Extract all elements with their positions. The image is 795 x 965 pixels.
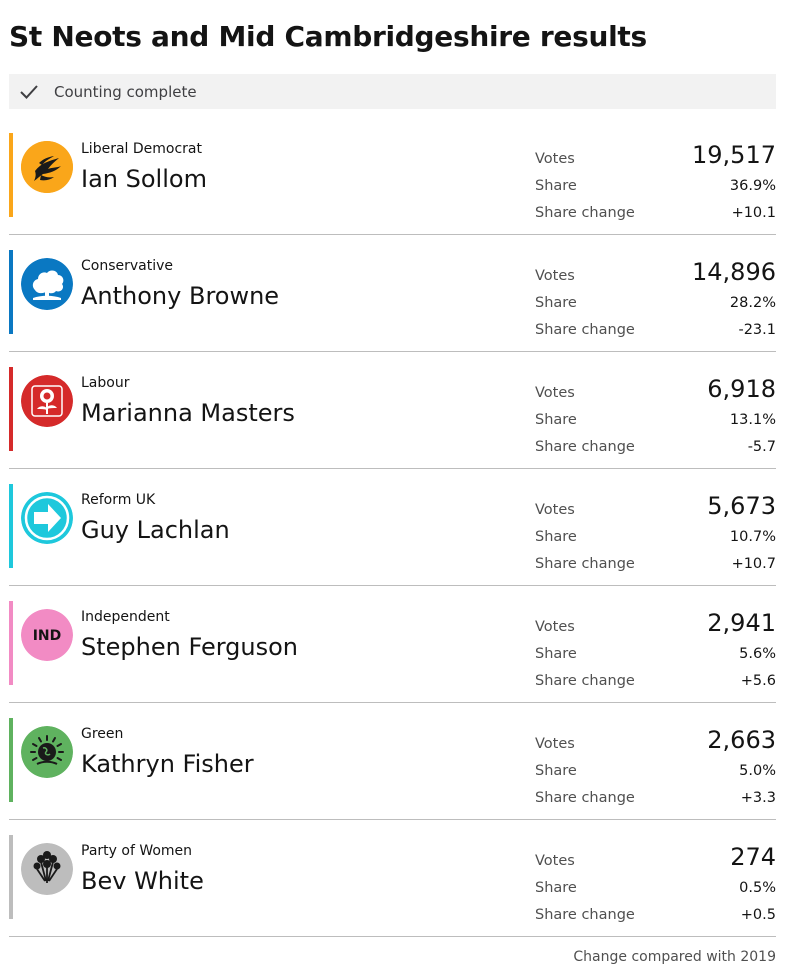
votes-label: Votes	[535, 385, 575, 401]
liberal-democrat-bird-icon	[21, 141, 73, 193]
votes-label: Votes	[535, 736, 575, 752]
check-icon	[19, 82, 39, 102]
votes-label: Votes	[535, 619, 575, 635]
candidate-name: Anthony Browne	[81, 282, 280, 310]
share-change-label: Share change	[535, 556, 635, 572]
share-change-label: Share change	[535, 790, 635, 806]
candidate-name: Bev White	[81, 867, 204, 895]
candidate-name: Stephen Ferguson	[81, 633, 299, 661]
share-label: Share	[535, 178, 577, 194]
votes-label: Votes	[535, 151, 575, 167]
labour-rose-icon	[21, 375, 73, 427]
share-change-value: +5.6	[740, 673, 776, 689]
party-color-stripe	[9, 133, 13, 217]
party-color-stripe	[9, 367, 13, 451]
candidate-name: Guy Lachlan	[81, 516, 230, 544]
party-name: Reform UK	[81, 492, 156, 508]
share-label: Share	[535, 763, 577, 779]
share-value: 0.5%	[739, 880, 776, 896]
share-change-value: -5.7	[747, 439, 776, 455]
party-color-stripe	[9, 835, 13, 919]
votes-label: Votes	[535, 502, 575, 518]
share-change-label: Share change	[535, 439, 635, 455]
candidate-name: Kathryn Fisher	[81, 750, 254, 778]
votes-value: 274	[730, 843, 776, 871]
votes-value: 2,663	[707, 726, 776, 754]
candidate-name: Marianna Masters	[81, 399, 295, 427]
party-color-stripe	[9, 718, 13, 802]
share-change-value: +10.1	[731, 205, 776, 221]
share-change-value: +3.3	[740, 790, 776, 806]
result-card-party-of-women: Party of Women Bev White Votes 274 Share…	[9, 819, 776, 937]
result-card-liberal-democrat: Liberal Democrat Ian Sollom Votes 19,517…	[9, 117, 776, 235]
party-color-stripe	[9, 250, 13, 334]
share-label: Share	[535, 880, 577, 896]
result-card-conservative: Conservative Anthony Browne Votes 14,896…	[9, 234, 776, 352]
independent-badge: IND	[21, 609, 73, 661]
votes-value: 6,918	[707, 375, 776, 403]
party-name: Labour	[81, 375, 130, 391]
votes-label: Votes	[535, 268, 575, 284]
party-color-stripe	[9, 601, 13, 685]
party-name: Liberal Democrat	[81, 141, 202, 157]
votes-value: 2,941	[707, 609, 776, 637]
share-change-label: Share change	[535, 205, 635, 221]
votes-value: 14,896	[692, 258, 776, 286]
share-change-value: +10.7	[731, 556, 776, 572]
candidate-name: Ian Sollom	[81, 165, 207, 193]
share-label: Share	[535, 295, 577, 311]
votes-label: Votes	[535, 853, 575, 869]
share-label: Share	[535, 529, 577, 545]
conservative-tree-icon	[21, 258, 73, 310]
share-label: Share	[535, 412, 577, 428]
comparison-footnote: Change compared with 2019	[573, 949, 776, 965]
result-card-labour: Labour Marianna Masters Votes 6,918 Shar…	[9, 351, 776, 469]
party-name: Independent	[81, 609, 170, 625]
share-change-label: Share change	[535, 673, 635, 689]
votes-value: 5,673	[707, 492, 776, 520]
share-value: 5.0%	[739, 763, 776, 779]
share-value: 28.2%	[729, 295, 776, 311]
party-name: Party of Women	[81, 843, 193, 859]
share-value: 5.6%	[739, 646, 776, 662]
party-name: Green	[81, 726, 124, 742]
share-change-label: Share change	[535, 322, 635, 338]
green-earth-icon	[21, 726, 73, 778]
share-change-label: Share change	[535, 907, 635, 923]
share-value: 10.7%	[729, 529, 776, 545]
reform-arrow-icon	[21, 492, 73, 544]
share-change-value: +0.5	[740, 907, 776, 923]
result-card-independent: IND Independent Stephen Ferguson Votes 2…	[9, 585, 776, 703]
counting-status-bar: Counting complete	[9, 74, 776, 109]
share-change-value: -23.1	[738, 322, 776, 338]
party-color-stripe	[9, 484, 13, 568]
counting-status-text: Counting complete	[54, 82, 197, 101]
independent-badge-text: IND	[33, 628, 62, 644]
result-card-reform-uk: Reform UK Guy Lachlan Votes 5,673 Share …	[9, 468, 776, 586]
party-name: Conservative	[81, 258, 174, 274]
page-title: St Neots and Mid Cambridgeshire results	[9, 20, 647, 53]
result-card-green: Green Kathryn Fisher Votes 2,663 Share 5…	[9, 702, 776, 820]
party-of-women-flowers-icon	[21, 843, 73, 895]
share-value: 36.9%	[729, 178, 776, 194]
share-value: 13.1%	[729, 412, 776, 428]
votes-value: 19,517	[692, 141, 776, 169]
share-label: Share	[535, 646, 577, 662]
